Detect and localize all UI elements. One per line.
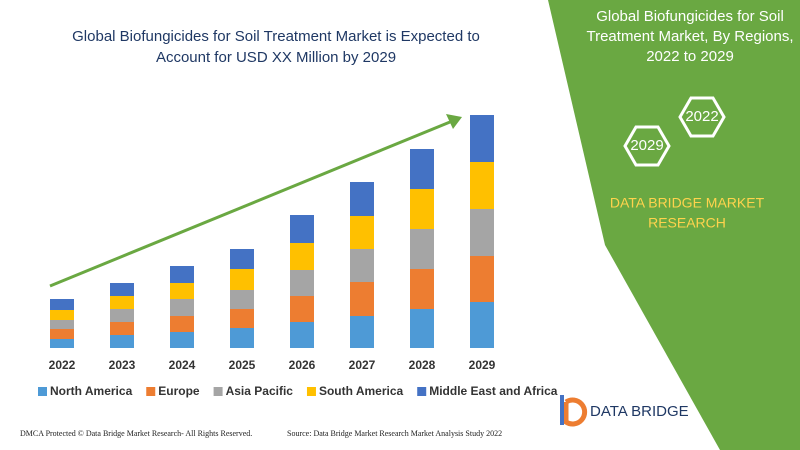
x-tick-label: 2029: [469, 358, 496, 372]
bar-segment: [230, 269, 254, 290]
panel-title: 2022 to 2029: [646, 48, 734, 65]
bar-segment: [50, 329, 74, 339]
x-tick-label: 2026: [289, 358, 316, 372]
x-tick-label: 2027: [349, 358, 376, 372]
bar-segment: [50, 339, 74, 348]
legend-swatch: [38, 387, 47, 396]
bar-segment: [410, 149, 434, 189]
x-tick-label: 2022: [49, 358, 76, 372]
bar-segment: [290, 322, 314, 348]
bar-segment: [170, 316, 194, 332]
trend-arrow-head: [446, 114, 462, 129]
bar-segment: [290, 296, 314, 322]
trend-arrow: [49, 120, 451, 288]
bar-segment: [410, 189, 434, 229]
bar-segment: [50, 320, 74, 329]
bar-segment: [350, 182, 374, 216]
bar-segment: [470, 162, 494, 209]
x-tick-label: 2024: [169, 358, 196, 372]
bar-segment: [350, 282, 374, 316]
bar-segment: [230, 309, 254, 328]
legend-label: North America: [50, 384, 133, 398]
bar-segment: [230, 249, 254, 269]
legend-label: Europe: [158, 384, 200, 398]
logo-mark: [563, 397, 588, 427]
legend-label: South America: [319, 384, 404, 398]
bar-segment: [410, 269, 434, 309]
legend-label: Asia Pacific: [226, 384, 294, 398]
legend-swatch: [146, 387, 156, 396]
legend-swatch: [417, 387, 427, 396]
bar-segment: [470, 115, 494, 162]
hexagons: [623, 96, 726, 167]
bar-segment: [350, 216, 374, 249]
bar-segment: [230, 290, 254, 309]
bar-segment: [110, 322, 134, 335]
footer-right: Source: Data Bridge Market Research Mark…: [287, 429, 502, 438]
bar-segment: [410, 309, 434, 348]
legend-label: Middle East and Africa: [429, 384, 558, 398]
panel-title: Treatment Market, By Regions,: [586, 28, 793, 45]
bar-segment: [170, 299, 194, 316]
chart-title: Account for USD XX Million by 2029: [156, 49, 396, 66]
legend-swatch: [306, 387, 316, 396]
bar-segment: [110, 296, 134, 309]
bar-segment: [110, 335, 134, 348]
bar-segment: [290, 270, 314, 296]
brand: DATA BRIDGE MARKET: [610, 195, 765, 211]
footer-left: DMCA Protected © Data Bridge Market Rese…: [20, 429, 252, 438]
chart-title: Global Biofungicides for Soil Treatment …: [72, 28, 480, 45]
hexagon-label: 2022: [685, 108, 718, 125]
bar-segment: [290, 243, 314, 270]
bar-segment: [230, 328, 254, 348]
x-tick-label: 2028: [409, 358, 436, 372]
hexagon: [678, 96, 726, 138]
bar-segment: [410, 229, 434, 269]
bar-segment: [50, 299, 74, 310]
bar-segment: [170, 283, 194, 299]
bar-segment: [170, 266, 194, 283]
bar-segment: [110, 309, 134, 322]
bar-segment: [170, 332, 194, 348]
x-tick-label: 2025: [229, 358, 256, 372]
bar-segment: [110, 283, 134, 296]
legend-swatch: [213, 387, 223, 396]
side-panel: [548, 0, 800, 450]
bar-segment: [350, 249, 374, 282]
bar-segment: [470, 209, 494, 256]
bar-segment: [290, 215, 314, 243]
panel-title: Global Biofungicides for Soil: [596, 8, 784, 25]
x-tick-label: 2023: [109, 358, 136, 372]
bar-segment: [50, 310, 74, 320]
bar-segment: [470, 302, 494, 348]
brand: RESEARCH: [648, 215, 726, 231]
hexagon-label: 2029: [630, 137, 663, 154]
bar-segment: [470, 256, 494, 302]
hexagon: [623, 125, 671, 167]
bar-segment: [350, 316, 374, 348]
logo-text: DATA BRIDGE: [590, 403, 689, 420]
